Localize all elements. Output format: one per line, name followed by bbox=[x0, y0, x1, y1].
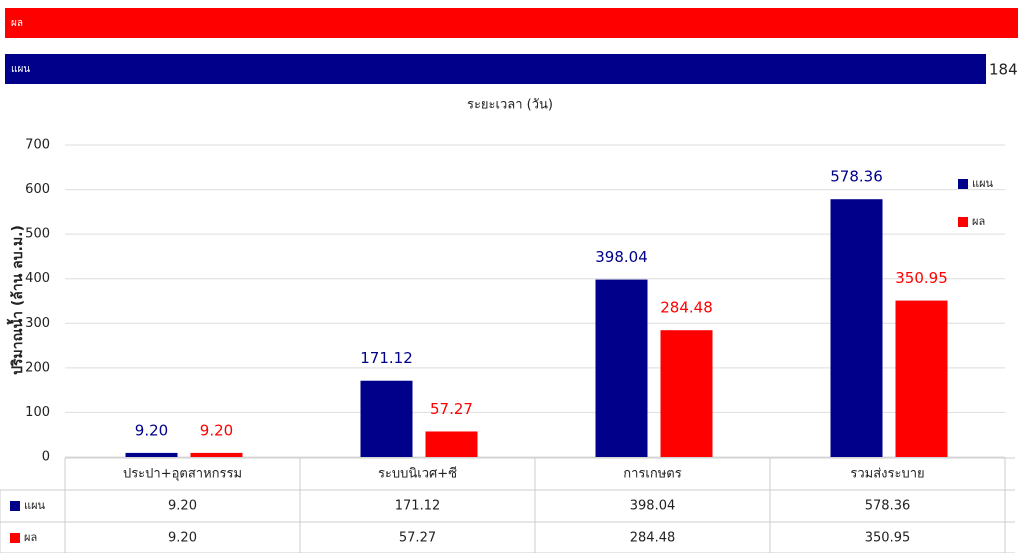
table-cell: 9.20 bbox=[168, 531, 197, 546]
x-axis-label: ระยะเวลา (วัน) bbox=[467, 98, 553, 113]
y-axis-label: ปริมาณน้ำ (ล้าน ลบ.ม.) bbox=[6, 225, 26, 375]
bar bbox=[830, 199, 883, 458]
data-label: 284.48 bbox=[660, 299, 713, 317]
duration-bar bbox=[5, 54, 987, 84]
bar bbox=[895, 300, 948, 457]
bar bbox=[125, 452, 178, 457]
table-cell: 398.04 bbox=[630, 499, 676, 514]
y-tick-label: 400 bbox=[25, 271, 50, 286]
value-label: 184 bbox=[989, 61, 1018, 79]
data-label: 9.20 bbox=[135, 421, 168, 439]
bar-label: ผล bbox=[11, 18, 23, 29]
bar bbox=[660, 330, 713, 457]
y-tick-label: 600 bbox=[25, 182, 50, 197]
legend-label: ผล bbox=[972, 215, 985, 228]
table-cell: 171.12 bbox=[395, 499, 441, 514]
data-label: 171.12 bbox=[360, 349, 413, 367]
bar-label: แผน bbox=[11, 64, 30, 75]
duration-bar bbox=[5, 8, 1018, 38]
data-label: 578.36 bbox=[830, 168, 883, 186]
y-tick-label: 100 bbox=[25, 405, 50, 420]
legend-key bbox=[958, 179, 968, 189]
y-tick-label: 300 bbox=[25, 316, 50, 331]
y-tick-label: 0 bbox=[42, 450, 50, 465]
y-tick-label: 700 bbox=[25, 138, 50, 153]
table-legend-key bbox=[10, 533, 20, 543]
table-cell: 9.20 bbox=[168, 499, 197, 514]
bar bbox=[190, 452, 243, 457]
data-label: 57.27 bbox=[430, 400, 473, 418]
bar bbox=[595, 279, 648, 457]
y-tick-label: 500 bbox=[25, 227, 50, 242]
x-tick-label: รวมส่งระบาย bbox=[850, 467, 924, 482]
table-cell: 57.27 bbox=[399, 531, 436, 546]
table-legend-label: ผล bbox=[24, 531, 37, 544]
y-tick-label: 200 bbox=[25, 360, 50, 375]
legend-key bbox=[958, 217, 968, 227]
bar bbox=[425, 431, 478, 457]
bar bbox=[360, 380, 413, 457]
x-tick-label: การเกษตร bbox=[623, 467, 681, 482]
x-tick-label: ระบบนิเวศ+ซี bbox=[378, 466, 457, 482]
table-cell: 350.95 bbox=[865, 531, 911, 546]
legend-label: แผน bbox=[972, 177, 994, 190]
data-label: 398.04 bbox=[595, 248, 648, 266]
x-tick-label: ประปา+อุตสาหกรรม bbox=[123, 467, 242, 482]
table-legend-key bbox=[10, 501, 20, 511]
table-cell: 284.48 bbox=[630, 531, 676, 546]
table-cell: 578.36 bbox=[865, 499, 911, 514]
data-label: 350.95 bbox=[895, 269, 948, 287]
table-legend-label: แผน bbox=[24, 499, 46, 512]
data-label: 9.20 bbox=[200, 421, 233, 439]
